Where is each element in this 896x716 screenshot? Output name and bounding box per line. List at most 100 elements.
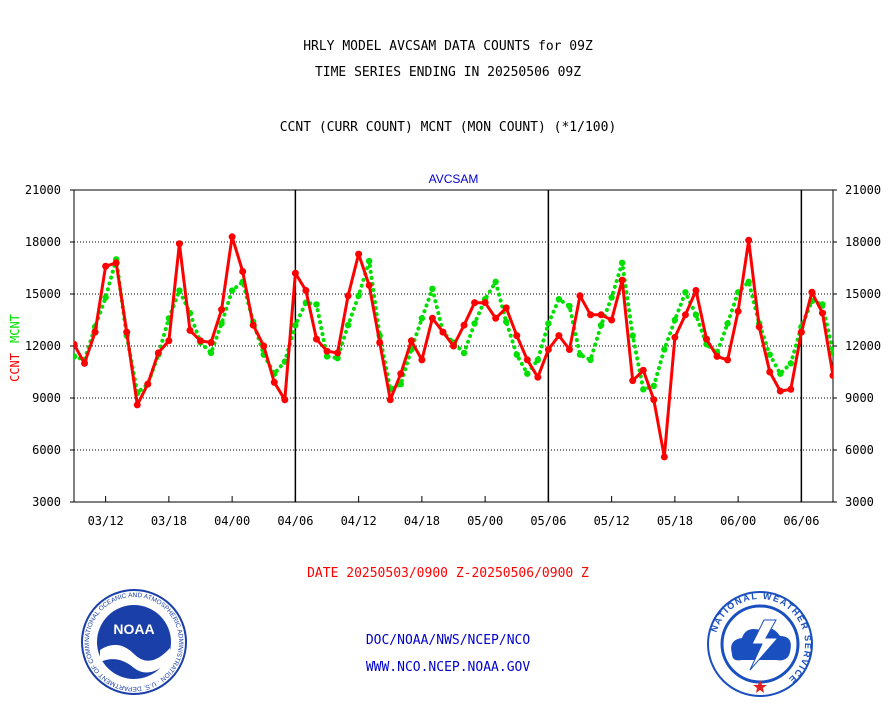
mcnt-point (228, 287, 236, 294)
ccnt-point (175, 240, 183, 248)
plot-title: AVCSAM (429, 172, 479, 186)
mcnt-point (313, 301, 320, 308)
y-tick-label-right: 6000 (845, 443, 874, 457)
ccnt-point (650, 396, 658, 404)
mcnt-point (292, 322, 299, 329)
mcnt-point (344, 322, 352, 329)
ccnt-point (112, 259, 120, 267)
date-range-label: DATE 20250503/0900 Z-20250506/0900 Z (307, 566, 589, 581)
org-path-link[interactable]: DOC/NOAA/NWS/NCEP/NCO (365, 633, 531, 648)
x-tick-label: 05/06 (530, 514, 566, 528)
mcnt-axis-label: MCNT (8, 314, 22, 343)
ccnt-point (450, 342, 457, 350)
ccnt-point (534, 373, 542, 381)
ccnt-point (312, 335, 320, 343)
ccnt-point (397, 370, 405, 378)
mcnt-point (608, 294, 615, 301)
mcnt-point (460, 349, 468, 357)
mcnt-point (471, 320, 478, 327)
x-tick-label: 06/00 (720, 514, 756, 528)
mcnt-point (418, 315, 426, 322)
ccnt-point (281, 396, 289, 404)
ccnt-point (755, 323, 763, 331)
y-tick-label-right: 21000 (845, 183, 881, 197)
ccnt-point (555, 332, 563, 340)
chart-title-line1: HRLY MODEL AVCSAM DATA COUNTS for 09Z (303, 39, 593, 54)
website-link[interactable]: WWW.NCO.NCEP.NOAA.GOV (365, 660, 531, 675)
mcnt-point (650, 382, 657, 390)
ccnt-point (302, 287, 310, 295)
ccnt-point (365, 281, 373, 289)
mcnt-point (397, 380, 404, 388)
mcnt-point (355, 292, 362, 299)
mcnt-point (365, 257, 373, 265)
x-tick-label: 04/18 (404, 514, 440, 528)
ccnt-point (344, 292, 352, 300)
nws-logo: NATIONAL WEATHER SERVICE (707, 591, 813, 697)
ccnt-point (376, 339, 384, 347)
ccnt-point (502, 304, 510, 312)
mcnt-point (555, 296, 563, 303)
mcnt-point (545, 320, 552, 327)
ccnt-point (608, 316, 616, 324)
y-tick-label-left: 9000 (32, 391, 61, 405)
mcnt-point (176, 287, 183, 294)
mcnt-point (787, 360, 795, 367)
mcnt-point (724, 320, 731, 327)
ccnt-point (776, 387, 784, 395)
ccnt-point (481, 299, 489, 307)
chart-title-line2: TIME SERIES ENDING IN 20250506 09Z (314, 65, 582, 80)
y-tick-label-left: 15000 (25, 287, 61, 301)
ccnt-point (660, 453, 668, 461)
mcnt-point (429, 285, 436, 292)
mcnt-point (745, 278, 752, 286)
y-tick-label-left: 3000 (32, 495, 61, 509)
ccnt-point (724, 356, 732, 364)
mcnt-point (576, 351, 584, 358)
ccnt-point (355, 250, 363, 258)
ccnt-axis-label: CCNT (8, 353, 22, 382)
ccnt-point (270, 378, 278, 386)
ccnt-point (428, 314, 436, 322)
ccnt-point (133, 401, 141, 409)
x-tick-label: 03/18 (151, 514, 187, 528)
ccnt-point (249, 321, 257, 329)
y-tick-label-right: 12000 (845, 339, 881, 353)
ccnt-point (418, 356, 426, 364)
mcnt-point (207, 349, 215, 357)
x-tick-label: 04/06 (277, 514, 313, 528)
mcnt-point (629, 332, 636, 339)
mcnt-point (513, 351, 520, 358)
ccnt-point (471, 299, 479, 307)
noaa-logo: NOAA NATIONAL OCEANIC AND ATMOSPHERIC AD… (80, 588, 187, 695)
svg-text:NOAA: NOAA (113, 621, 154, 637)
mcnt-series-line (74, 258, 833, 397)
mcnt-point (766, 351, 773, 358)
x-tick-label: 05/18 (657, 514, 693, 528)
x-tick-label: 06/06 (783, 514, 819, 528)
mcnt-point (334, 354, 341, 362)
mcnt-point (218, 320, 225, 327)
mcnt-point (102, 294, 109, 301)
y-tick-label-left: 12000 (25, 339, 61, 353)
ccnt-point (681, 311, 689, 319)
mcnt-point (566, 302, 573, 310)
mcnt-point (819, 301, 826, 308)
ccnt-point (260, 342, 268, 350)
y-tick-label-right: 18000 (845, 235, 881, 249)
ccnt-point (228, 233, 236, 241)
ccnt-point (576, 292, 584, 300)
y-tick-label-left: 21000 (25, 183, 61, 197)
ccnt-point (291, 269, 299, 277)
ccnt-point (597, 311, 605, 319)
ccnt-point (144, 380, 152, 388)
y-tick-label-right: 15000 (845, 287, 881, 301)
mcnt-point (777, 370, 784, 377)
y-axis-label: CCNT MCNT (8, 314, 22, 382)
ccnt-point (618, 276, 626, 284)
chart-plot: AVCSAM 3000 3000 6000 6000 9000 9000 12000 12000… (8, 172, 881, 528)
mcnt-point (534, 356, 542, 364)
ccnt-point (629, 377, 637, 385)
ccnt-point (766, 368, 774, 376)
ccnt-point (165, 337, 173, 345)
